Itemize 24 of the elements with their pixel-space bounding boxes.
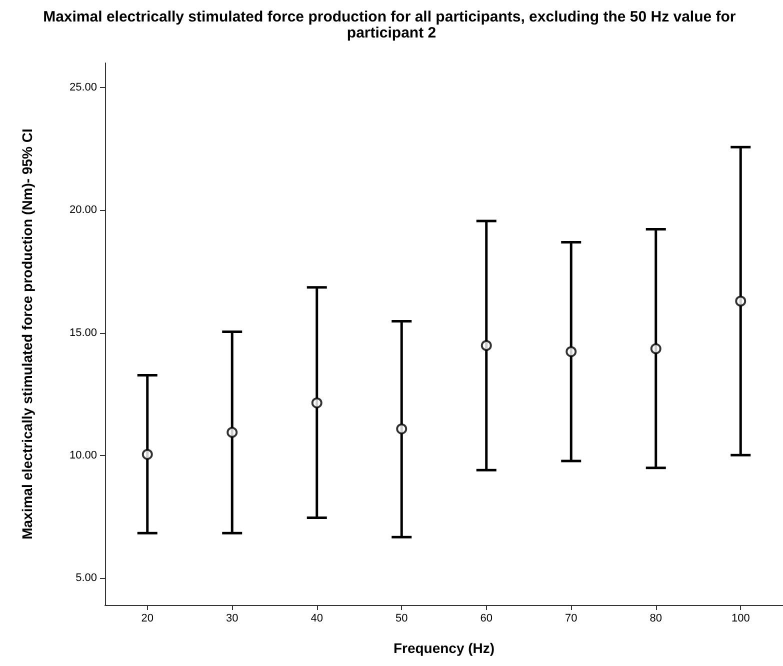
point bbox=[396, 423, 408, 434]
y-tick-label: 25.00 bbox=[69, 82, 97, 94]
point bbox=[735, 296, 746, 307]
point bbox=[480, 340, 492, 352]
chart-title: Maximal electrically stimulated force production for all participants, excluding the 50 Hz value for participant 2 bbox=[43, 8, 740, 42]
point bbox=[226, 426, 238, 438]
x-tick-label: 50 bbox=[396, 612, 408, 624]
x-tick-label: 30 bbox=[226, 612, 238, 624]
x-tick-label: 60 bbox=[480, 612, 492, 624]
x-tick-label: 100 bbox=[731, 612, 750, 624]
point bbox=[650, 343, 662, 354]
x-tick-label: 80 bbox=[650, 612, 662, 624]
y-tick-label: 10.00 bbox=[69, 449, 97, 462]
point bbox=[142, 448, 153, 460]
y-tick-label: 20.00 bbox=[69, 204, 97, 216]
y-tick-label: 15.00 bbox=[69, 326, 97, 339]
x-axis-title: Frequency (Hz) bbox=[393, 640, 495, 656]
x-tick-label: 70 bbox=[565, 612, 578, 624]
y-axis-title: Maximal electrically stimulated force production (Nm)- 95% CI bbox=[19, 128, 35, 540]
x-tick-label: 20 bbox=[141, 612, 154, 624]
x-tick-label: 40 bbox=[310, 612, 323, 624]
point bbox=[566, 346, 577, 358]
point bbox=[311, 397, 322, 408]
y-tick-label: 5.00 bbox=[76, 572, 97, 584]
